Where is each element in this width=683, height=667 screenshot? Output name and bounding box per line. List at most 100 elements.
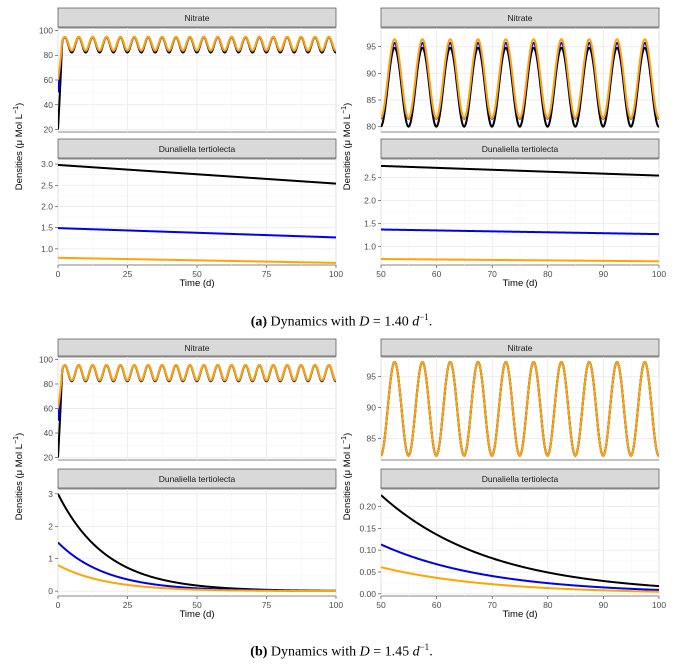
caption-b-text: Dynamics with bbox=[270, 644, 357, 660]
a-left-panel-nitrate-series-orange bbox=[58, 35, 336, 81]
b-right-ylabel-sup: −1 bbox=[341, 436, 348, 444]
b-right-panel-nitrate-series-orange bbox=[381, 360, 659, 457]
a-left-panel-dunaliella-series-blue bbox=[58, 227, 336, 239]
a-right-ylabel: Densities (μ Mol L−1) bbox=[341, 103, 353, 190]
b-right-panel-nitrate-ytick-label: 95 bbox=[367, 372, 377, 382]
a-left-panel-nitrate-ytick-label: 60 bbox=[44, 75, 54, 85]
b-left-panel-dunaliella-ytick-label: 1 bbox=[48, 554, 53, 564]
a-right-xlabel: Time (d) bbox=[502, 278, 537, 289]
a-left-ylabel-sup: −1 bbox=[13, 106, 20, 114]
a-left-panel-nitrate-strip bbox=[57, 7, 337, 28]
b-left-panel-dunaliella-strip bbox=[57, 468, 337, 489]
b-right-ylabel-main: Densities (μ Mol L bbox=[342, 444, 353, 520]
a-right-panel-nitrate-strip bbox=[380, 7, 660, 28]
b-left-panel-dunaliella-xtick-label: 0 bbox=[56, 600, 61, 610]
a-right-ylabel-end: ) bbox=[342, 103, 353, 106]
a-right-panel-dunaliella-title: Dunaliella tertiolecta bbox=[482, 144, 559, 154]
a-right-panel-nitrate-series-orange bbox=[381, 38, 659, 120]
b-right-xlabel: Time (d) bbox=[502, 609, 537, 620]
b-right-panel-dunaliella-xtick-label: 50 bbox=[376, 600, 386, 610]
a-right-panel-nitrate-ytick-label: 80 bbox=[367, 122, 377, 132]
chart-b-right: Nitrate 85 90 95 Dunaliella tertiolecta 0.00 0… bbox=[341, 338, 666, 620]
a-left-panel-nitrate-title: Nitrate bbox=[184, 13, 209, 23]
b-right-panel-dunaliella-xtick-label: 100 bbox=[652, 600, 666, 610]
a-left-panel-dunaliella-xtick-label: 50 bbox=[192, 269, 202, 279]
chart-a-right: Nitrate 80 85 90 95 Dunaliella tertiolecta 1.0… bbox=[341, 7, 666, 289]
a-left-panel-dunaliella-series-orange bbox=[58, 256, 336, 264]
a-left-panel-dunaliella-xtick-label: 25 bbox=[123, 269, 133, 279]
a-left-panel-dunaliella-ytick-label: 2.5 bbox=[41, 180, 53, 190]
b-left-ylabel: Densities (μ Mol L−1) bbox=[13, 433, 25, 520]
a-right-panel-dunaliella-ytick-label: 1.0 bbox=[364, 242, 376, 252]
b-left-xlabel: Time (d) bbox=[179, 609, 214, 620]
caption-b-eq: = 1.45 bbox=[373, 644, 410, 660]
caption-b: (b) Dynamics with D = 1.45 d−1. bbox=[0, 642, 683, 661]
b-left-panel-dunaliella-xtick-label: 75 bbox=[262, 600, 272, 610]
caption-a-tag: (a) bbox=[250, 314, 268, 330]
caption-b-var: D bbox=[359, 644, 370, 660]
a-left-panel-dunaliella-strip bbox=[57, 138, 337, 159]
b-left-panel-nitrate-ytick-label: 100 bbox=[39, 354, 53, 364]
a-left-panel-dunaliella-ytick-label: 1.0 bbox=[41, 244, 53, 254]
b-left-panel-dunaliella-title: Dunaliella tertiolecta bbox=[159, 474, 236, 484]
a-right-panel-nitrate-ytick-label: 85 bbox=[367, 95, 377, 105]
a-right-panel-dunaliella-xtick-label: 90 bbox=[599, 269, 609, 279]
caption-a-eq: = 1.40 bbox=[372, 314, 409, 330]
a-left-xlabel: Time (d) bbox=[179, 278, 214, 289]
caption-a-end: . bbox=[428, 314, 433, 330]
b-right-panel-dunaliella-ytick-label: 0.15 bbox=[359, 523, 376, 533]
a-left-panel-dunaliella-ytick-label: 3.0 bbox=[41, 159, 53, 169]
b-right-panel-dunaliella-series-orange bbox=[381, 566, 659, 593]
b-right-ylabel: Densities (μ Mol L−1) bbox=[341, 433, 353, 520]
caption-a-unit: d bbox=[412, 314, 420, 330]
a-right-panel-dunaliella-series-orange bbox=[381, 258, 659, 263]
b-left-ylabel-main: Densities (μ Mol L bbox=[14, 444, 25, 520]
a-right-panel-dunaliella-xtick-label: 60 bbox=[432, 269, 442, 279]
b-left-panel-nitrate-title: Nitrate bbox=[184, 343, 209, 353]
b-right-panel-dunaliella-ytick-label: 0.00 bbox=[359, 589, 376, 599]
a-right-panel-dunaliella-ytick-label: 1.5 bbox=[364, 219, 376, 229]
b-left-panel-dunaliella-xtick-label: 50 bbox=[192, 600, 202, 610]
b-right-panel-nitrate-ytick-label: 90 bbox=[367, 403, 377, 413]
b-right-panel-dunaliella-strip bbox=[380, 468, 660, 489]
a-left-ylabel-main: Densities (μ Mol L bbox=[14, 114, 25, 190]
caption-b-end: . bbox=[429, 644, 433, 660]
a-left-panel-nitrate-ytick-label: 40 bbox=[44, 100, 54, 110]
b-left-panel-nitrate-strip bbox=[57, 338, 337, 357]
a-right-panel-dunaliella-xtick-label: 80 bbox=[543, 269, 553, 279]
a-right-panel-dunaliella-series-blue bbox=[381, 228, 659, 236]
a-right-panel-dunaliella-ytick-label: 2.5 bbox=[364, 172, 376, 182]
caption-a-exp: −1 bbox=[419, 312, 429, 322]
a-right-panel-nitrate-title: Nitrate bbox=[507, 13, 532, 23]
b-right-panel-dunaliella-xtick-label: 70 bbox=[487, 600, 497, 610]
a-right-panel-dunaliella-xtick-label: 70 bbox=[487, 269, 497, 279]
b-right-panel-dunaliella-series-black bbox=[381, 494, 659, 588]
a-left-panel-dunaliella-xtick-label: 0 bbox=[56, 269, 61, 279]
caption-a-text: Dynamics with bbox=[270, 314, 356, 330]
b-right-panel-dunaliella-ytick-label: 0.10 bbox=[359, 545, 376, 555]
b-right-panel-nitrate-strip bbox=[380, 338, 660, 357]
caption-a: (a) Dynamics with D = 1.40 d−1. bbox=[0, 312, 683, 331]
caption-a-var: D bbox=[359, 314, 370, 330]
b-left-ylabel-sup: −1 bbox=[13, 436, 20, 444]
a-left-panel-nitrate-ytick-label: 100 bbox=[39, 25, 53, 35]
a-left-panel-nitrate-ytick-label: 80 bbox=[44, 50, 54, 60]
a-left-panel-dunaliella-series-black bbox=[58, 163, 336, 185]
b-right-panel-dunaliella-title: Dunaliella tertiolecta bbox=[482, 474, 559, 484]
caption-b-tag: (b) bbox=[250, 644, 268, 660]
a-right-panel-dunaliella-strip bbox=[380, 138, 660, 159]
a-right-ylabel-sup: −1 bbox=[341, 106, 348, 114]
b-left-panel-dunaliella-xtick-label: 25 bbox=[123, 600, 133, 610]
b-left-panel-dunaliella-ytick-label: 0 bbox=[48, 586, 53, 596]
b-left-panel-nitrate-ytick-label: 20 bbox=[44, 453, 54, 463]
a-right-ylabel-main: Densities (μ Mol L bbox=[342, 114, 353, 190]
a-left-panel-dunaliella-title: Dunaliella tertiolecta bbox=[159, 144, 236, 154]
a-right-panel-dunaliella-series-black bbox=[381, 164, 659, 177]
b-left-ylabel-end: ) bbox=[14, 433, 25, 436]
b-left-panel-dunaliella-ytick-label: 2 bbox=[48, 521, 53, 531]
b-left-panel-dunaliella-xtick-label: 100 bbox=[329, 600, 343, 610]
b-left-panel-nitrate-series-orange bbox=[58, 363, 336, 409]
b-left-panel-nitrate-ytick-label: 40 bbox=[44, 428, 54, 438]
